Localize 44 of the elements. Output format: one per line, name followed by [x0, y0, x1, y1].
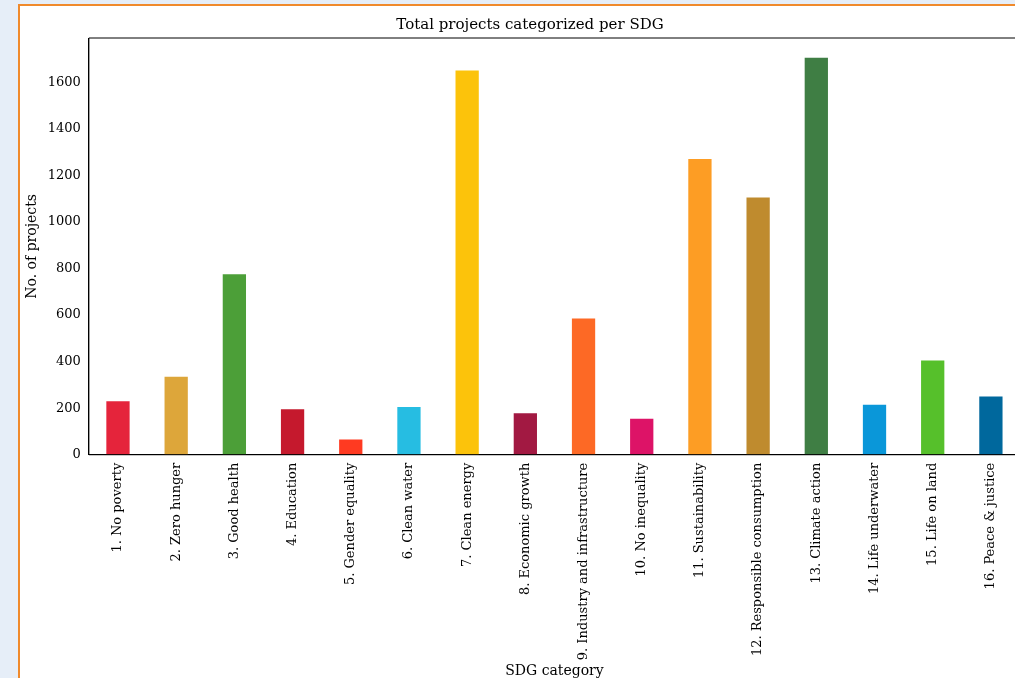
x-tick-label: 8. Economic growth: [516, 462, 532, 596]
y-tick-label: 800: [56, 259, 81, 275]
x-tick-label: 16. Peace & justice: [982, 462, 998, 590]
x-tick-label: 1. No poverty: [109, 462, 125, 553]
x-tick-label: 15. Life on land: [924, 462, 940, 566]
x-tick-label: 3. Good health: [225, 462, 241, 560]
bar: [164, 376, 188, 455]
x-tick-label: 12. Responsible consumption: [749, 462, 765, 657]
y-tick-label: 1200: [47, 166, 81, 182]
y-tick-label: 1400: [47, 120, 81, 136]
x-tick-label: 5. Gender equality: [342, 462, 358, 586]
x-tick-label: 6. Clean water: [400, 461, 416, 560]
bar: [339, 439, 363, 455]
bar: [630, 418, 654, 455]
x-tick-label: 11. Sustainability: [691, 462, 707, 579]
y-tick-label: 0: [72, 446, 81, 462]
x-axis-title: SDG category: [505, 662, 604, 678]
x-tick-label: 2. Zero hunger: [167, 461, 183, 562]
x-tick-label: 4. Education: [283, 462, 299, 547]
y-axis-title: No. of projects: [23, 193, 40, 299]
bar: [688, 159, 712, 455]
bar: [513, 413, 537, 455]
y-tick-label: 400: [56, 352, 81, 368]
bar: [746, 197, 770, 455]
bar: [571, 318, 596, 455]
bar: [106, 401, 130, 455]
x-tick-label: 9. Industry and infrastructure: [574, 462, 590, 661]
bar: [921, 360, 945, 455]
y-tick-label: 600: [56, 306, 81, 322]
y-tick-label: 200: [56, 399, 81, 415]
bar: [222, 274, 247, 455]
x-tick-label: 10. No inequality: [633, 462, 649, 577]
chart-title: Total projects categorized per SDG: [396, 14, 664, 33]
bar: [979, 396, 1003, 455]
y-tick-label: 1600: [47, 73, 81, 89]
bar: [280, 409, 305, 455]
bar: [862, 404, 887, 455]
bar: [397, 407, 421, 455]
y-tick-label: 1000: [47, 213, 81, 229]
x-tick-label: 13. Climate action: [807, 462, 823, 584]
x-tick-label: 14. Life underwater: [865, 461, 881, 594]
bar: [804, 57, 828, 455]
bar: [455, 70, 479, 455]
x-tick-label: 7. Clean energy: [458, 462, 474, 567]
